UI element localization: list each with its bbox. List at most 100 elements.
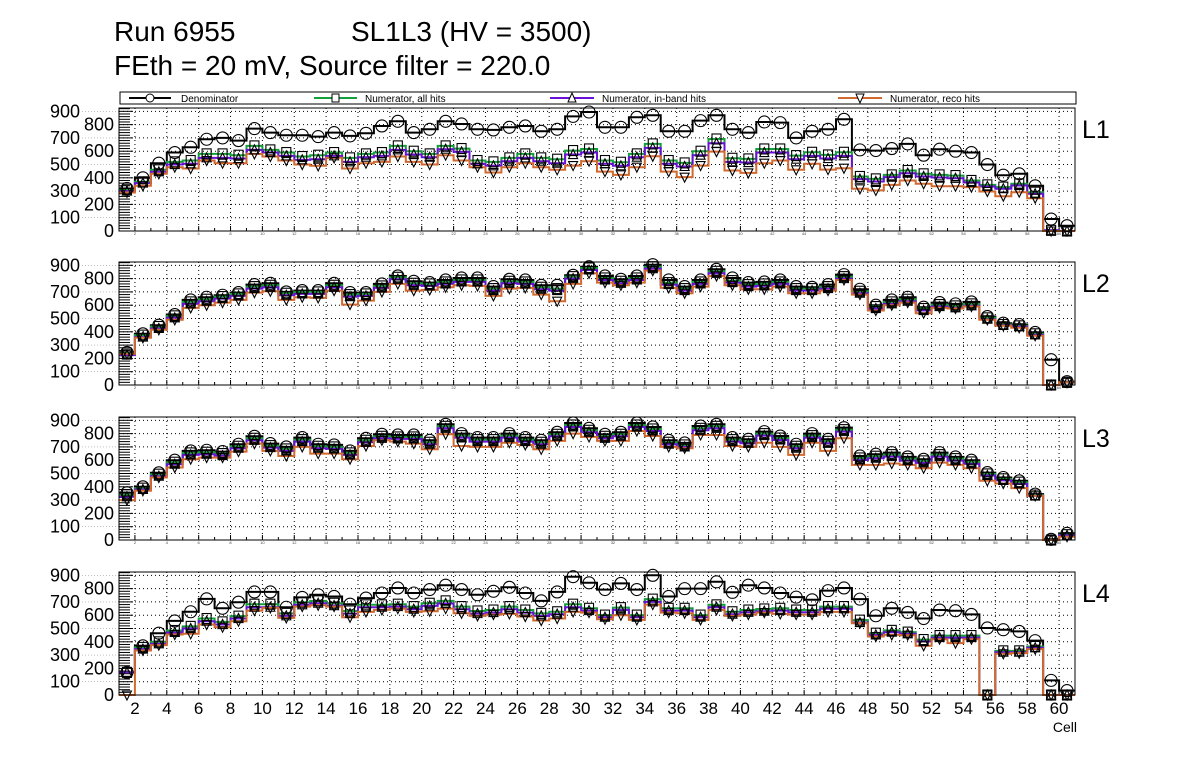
x-tick-label: 50 bbox=[898, 385, 903, 390]
numerator-reco-point bbox=[121, 495, 133, 507]
denominator-point bbox=[391, 114, 405, 128]
denominator-point bbox=[200, 592, 214, 606]
legend-entry-numerator-reco: Numerator, reco hits bbox=[838, 93, 980, 105]
numerator-inband-point bbox=[790, 442, 802, 453]
x-tick-label: 22 bbox=[451, 540, 456, 545]
numerator-all-point bbox=[599, 154, 611, 167]
denominator-point bbox=[725, 271, 739, 285]
numerator-all-point bbox=[950, 453, 961, 465]
numerator-inband-point bbox=[280, 289, 292, 300]
denominator-point bbox=[518, 119, 532, 133]
x-tick-label: 34 bbox=[643, 385, 648, 390]
denominator-point bbox=[821, 278, 835, 292]
x-tick-label: 8 bbox=[229, 231, 232, 236]
numerator-inband-point bbox=[567, 420, 579, 432]
numerator-all-point bbox=[791, 283, 802, 295]
numerator-inband-point bbox=[1029, 328, 1041, 340]
numerator-inband-point bbox=[551, 284, 563, 296]
numerator-inband-point bbox=[567, 601, 579, 612]
numerator-all-point bbox=[472, 274, 483, 286]
x-tick-label: 58 bbox=[1025, 540, 1030, 545]
numerator-all-point bbox=[663, 154, 674, 167]
numerator-reco-point bbox=[854, 290, 866, 301]
numerator-reco-point bbox=[1029, 193, 1041, 205]
numerator-all-point bbox=[185, 296, 196, 308]
numerator-reco-point bbox=[408, 157, 420, 169]
denominator-point bbox=[200, 132, 214, 146]
numerator-reco-point bbox=[551, 613, 563, 625]
numerator-reco-point bbox=[519, 283, 531, 295]
numerator-reco-point bbox=[838, 275, 850, 287]
numerator-inband-point bbox=[296, 435, 308, 447]
numerator-all-point bbox=[679, 602, 690, 614]
denominator-point bbox=[869, 447, 883, 461]
denominator-point bbox=[598, 269, 612, 283]
numerator-inband-point bbox=[360, 289, 372, 301]
numerator-reco-point bbox=[822, 446, 834, 458]
x-tick-label: 6 bbox=[198, 385, 201, 390]
numerator-inband-point bbox=[233, 612, 244, 624]
numerator-reco-point bbox=[472, 442, 483, 454]
denominator-point bbox=[152, 156, 166, 170]
denominator-point bbox=[694, 273, 708, 287]
x-tick-label: 30 bbox=[579, 231, 584, 236]
numerator-reco-point bbox=[185, 629, 197, 641]
numerator-all-point bbox=[647, 423, 658, 435]
denominator-point bbox=[184, 444, 198, 458]
numerator-reco-point bbox=[440, 282, 452, 294]
denominator-point bbox=[550, 278, 564, 292]
denominator-point bbox=[757, 581, 771, 595]
numerator-all-point bbox=[504, 275, 515, 287]
numerator-reco-point bbox=[456, 280, 467, 292]
settings-label: FEth = 20 mV, Source filter = 220.0 bbox=[114, 50, 551, 81]
x-tick-label: 2 bbox=[134, 385, 137, 390]
numerator-reco-point bbox=[551, 296, 563, 308]
x-tick-label: 20 bbox=[420, 540, 425, 545]
x-tick-label: 34 bbox=[643, 540, 648, 545]
denominator-point bbox=[694, 419, 708, 433]
legend-label: Numerator, reco hits bbox=[890, 94, 980, 105]
series-line-2 bbox=[119, 142, 1075, 232]
y-tick-label: 600 bbox=[84, 295, 114, 315]
y-tick-label: 300 bbox=[50, 645, 80, 665]
denominator-point bbox=[184, 293, 198, 307]
denominator-point bbox=[343, 129, 357, 143]
panel-label: L3 bbox=[1082, 425, 1110, 453]
numerator-all-point bbox=[663, 436, 674, 448]
x-tick-label: 44 bbox=[795, 699, 814, 718]
denominator-point bbox=[757, 115, 771, 129]
numerator-inband-point bbox=[902, 294, 914, 306]
numerator-reco-point bbox=[774, 609, 786, 621]
denominator-point bbox=[741, 578, 755, 592]
numerator-reco-point bbox=[1029, 491, 1041, 503]
numerator-reco-point bbox=[758, 608, 770, 619]
numerator-all-point bbox=[631, 609, 642, 621]
x-tick-label: 26 bbox=[515, 231, 520, 236]
denominator-point bbox=[247, 122, 261, 136]
numerator-inband-point bbox=[503, 431, 515, 443]
denominator-point bbox=[423, 433, 437, 447]
denominator-point bbox=[1044, 353, 1058, 367]
x-tick-label: 28 bbox=[547, 385, 552, 390]
y-tick-label: 100 bbox=[50, 208, 80, 228]
x-tick-label: 40 bbox=[738, 540, 743, 545]
numerator-all-point bbox=[329, 279, 340, 291]
denominator-point bbox=[694, 114, 708, 128]
numerator-inband-point bbox=[169, 626, 181, 638]
numerator-reco-point bbox=[742, 610, 754, 621]
denominator-point bbox=[168, 453, 182, 467]
numerator-all-point bbox=[759, 278, 770, 290]
numerator-all-point bbox=[663, 277, 674, 289]
x-tick-label: 40 bbox=[738, 385, 743, 390]
numerator-reco-point bbox=[280, 155, 292, 167]
numerator-inband-point bbox=[886, 626, 898, 637]
x-tick-label: 20 bbox=[420, 231, 425, 236]
denominator-point bbox=[964, 295, 978, 309]
legend-label: Denominator bbox=[181, 94, 239, 105]
numerator-all-point bbox=[695, 145, 706, 157]
numerator-all-point bbox=[249, 598, 260, 610]
x-tick-label: 12 bbox=[292, 540, 297, 545]
x-tick-label: 44 bbox=[802, 231, 807, 236]
denominator-point bbox=[502, 120, 516, 134]
numerator-reco-point bbox=[296, 292, 308, 304]
